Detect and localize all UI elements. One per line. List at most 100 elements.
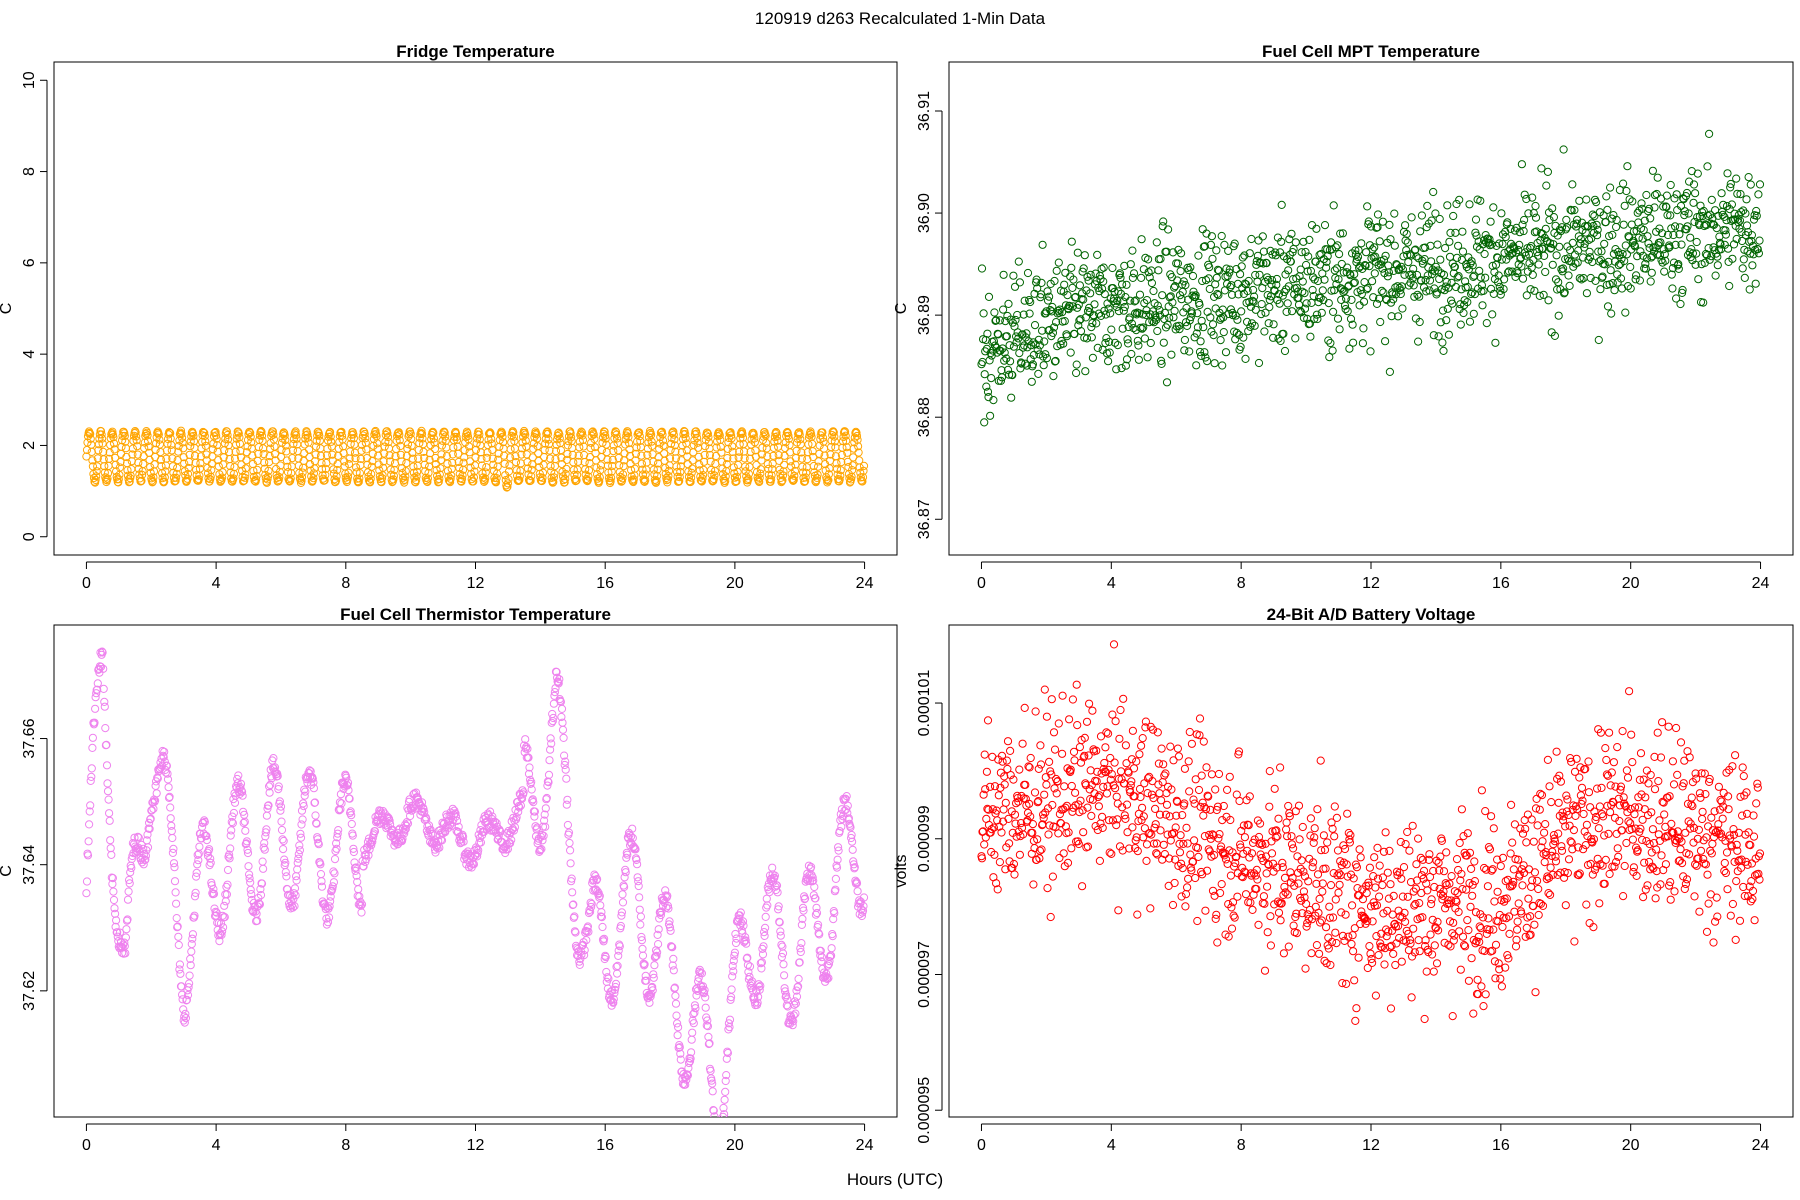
data-point: [313, 835, 322, 844]
data-point: [297, 473, 307, 482]
data-point: [1153, 728, 1162, 737]
data-point: [332, 839, 341, 848]
data-point: [724, 1019, 734, 1028]
data-point: [486, 429, 495, 438]
data-point: [1303, 267, 1312, 276]
data-point: [738, 429, 747, 438]
data-point: [351, 866, 360, 876]
data-point: [469, 473, 478, 482]
data-point: [236, 783, 245, 792]
y-tick-label: 0.000095: [916, 1077, 933, 1144]
data-point: [536, 845, 545, 854]
data-point: [1214, 834, 1223, 843]
data-point: [366, 474, 375, 483]
data-point: [1113, 341, 1122, 350]
data-point: [1114, 307, 1124, 316]
data-point: [303, 430, 312, 439]
data-point: [597, 908, 606, 917]
data-point: [1260, 327, 1269, 336]
data-point: [1727, 200, 1737, 209]
data-point: [1695, 212, 1705, 221]
data-point: [1616, 274, 1626, 283]
data-point: [556, 446, 566, 455]
data-point: [1364, 220, 1373, 229]
data-point: [991, 316, 1000, 325]
data-point: [1655, 224, 1664, 233]
data-point: [1573, 258, 1582, 267]
data-point: [281, 436, 290, 445]
data-point: [1116, 273, 1125, 282]
data-point: [653, 930, 662, 940]
data-point: [554, 679, 563, 688]
data-point: [618, 890, 627, 899]
data-point: [111, 460, 120, 469]
data-point: [527, 465, 536, 474]
data-point: [552, 667, 561, 677]
data-point: [1409, 281, 1418, 290]
data-point: [788, 1021, 797, 1030]
data-point: [515, 803, 524, 812]
data-point: [1054, 829, 1063, 838]
data-point: [453, 442, 462, 451]
data-point: [417, 429, 427, 438]
data-point: [172, 899, 181, 908]
data-point: [767, 471, 776, 480]
data-point: [611, 427, 621, 437]
data-point: [836, 466, 845, 475]
data-point: [668, 943, 677, 952]
data-point: [1291, 238, 1300, 247]
data-point: [469, 860, 478, 869]
data-point: [757, 958, 767, 967]
data-point: [1606, 266, 1615, 275]
data-point: [607, 473, 616, 482]
data-point: [1076, 315, 1085, 324]
data-point: [1169, 313, 1178, 322]
data-point: [1729, 240, 1739, 249]
data-point: [1011, 819, 1020, 828]
data-point: [789, 475, 798, 484]
data-point: [671, 999, 681, 1008]
data-point: [1206, 805, 1215, 814]
data-point: [282, 447, 291, 456]
data-point: [1083, 842, 1093, 851]
data-point: [182, 995, 191, 1005]
data-point: [163, 775, 173, 784]
data-point: [1559, 264, 1568, 273]
data-point: [658, 436, 668, 445]
data-point: [132, 432, 141, 441]
data-point: [1071, 788, 1080, 797]
data-point: [727, 434, 736, 443]
data-point: [503, 845, 512, 854]
data-point: [1692, 249, 1701, 258]
data-point: [1170, 283, 1179, 292]
data-point: [218, 473, 227, 482]
data-point: [1698, 208, 1707, 217]
data-point: [628, 833, 637, 843]
data-point: [1108, 263, 1117, 273]
data-point: [603, 455, 612, 464]
data-point: [752, 460, 761, 470]
data-point: [983, 716, 993, 725]
data-point: [1144, 774, 1153, 783]
data-point: [681, 434, 690, 443]
data-point: [1158, 291, 1167, 300]
data-point: [281, 858, 290, 868]
data-point: [1247, 849, 1257, 858]
data-point: [641, 470, 650, 479]
data-point: [1317, 308, 1326, 317]
data-point: [220, 913, 229, 922]
data-point: [1501, 232, 1510, 242]
data-point: [1439, 346, 1448, 355]
data-point: [1687, 245, 1696, 254]
data-point: [1389, 295, 1398, 304]
data-point: [1245, 249, 1254, 258]
data-point: [1227, 281, 1236, 290]
data-point: [649, 973, 658, 982]
data-point: [381, 430, 390, 440]
data-point: [1245, 853, 1254, 862]
data-point: [673, 1031, 682, 1040]
data-point: [1078, 267, 1087, 276]
data-point: [824, 974, 833, 983]
data-point: [1754, 249, 1764, 258]
data-point: [997, 828, 1006, 837]
